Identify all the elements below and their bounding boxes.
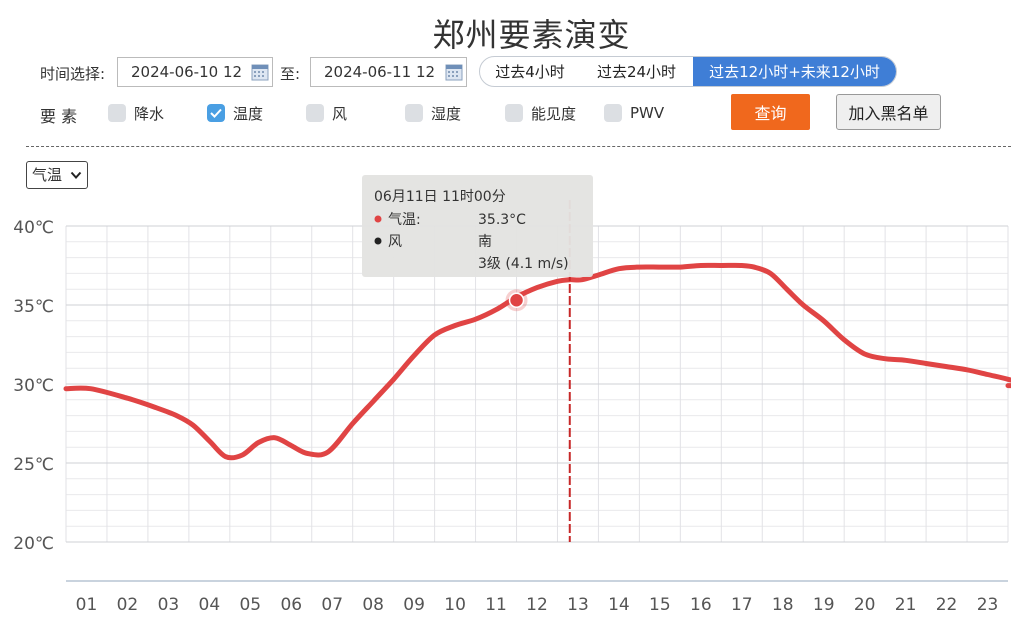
x-tick-label: 22 (936, 595, 958, 615)
element-checkbox-humidity[interactable]: 湿度 (405, 103, 461, 123)
tooltip-bullet-icon (374, 237, 382, 245)
element-checkbox-visibility[interactable]: 能见度 (505, 103, 576, 123)
y-tick-label: 30℃ (13, 376, 54, 396)
checkbox-label: 温度 (233, 104, 264, 123)
tooltip-bullet-icon (374, 215, 382, 223)
checkbox-box[interactable] (604, 104, 622, 122)
checkbox-box[interactable] (505, 104, 523, 122)
checkbox-box[interactable] (108, 104, 126, 122)
y-tick-label: 40℃ (13, 218, 54, 238)
x-tick-label: 16 (690, 595, 712, 615)
tooltip-row-value: 35.3°C (478, 212, 526, 228)
x-tick-label: 13 (567, 595, 589, 615)
y-tick-label: 35℃ (13, 297, 54, 317)
checkbox-label: 风 (332, 104, 348, 123)
checkbox-label: 降水 (134, 104, 165, 123)
calendar-icon[interactable] (251, 63, 269, 81)
x-tick-label: 20 (854, 595, 876, 615)
end-time-input[interactable]: 2024-06-11 12 (310, 57, 467, 87)
x-tick-label: 17 (731, 595, 753, 615)
element-checkbox-wind[interactable]: 风 (306, 103, 347, 123)
checkbox-box[interactable] (405, 104, 423, 122)
tooltip-row-label: 风 (388, 234, 402, 250)
element-checkbox-temperature[interactable]: 温度 (207, 103, 263, 123)
elements-label: 要 素 (40, 107, 78, 126)
checkbox-box[interactable] (207, 104, 225, 122)
x-tick-label: 02 (117, 595, 139, 615)
x-tick-label: 21 (895, 595, 917, 615)
add-to-blacklist-button[interactable]: 加入黑名单 (836, 94, 941, 130)
tooltip-box (362, 175, 593, 277)
x-tick-label: 23 (977, 595, 999, 615)
chart-element-select-value: 气温 (32, 166, 63, 184)
y-tick-label: 20℃ (13, 534, 54, 554)
query-button[interactable]: 查询 (731, 94, 810, 130)
x-tick-label: 11 (485, 595, 507, 615)
x-tick-label: 03 (158, 595, 180, 615)
x-tick-label: 04 (199, 595, 221, 615)
tooltip-wind-speed: 3级 (4.1 m/s) (478, 256, 569, 272)
x-tick-label: 19 (813, 595, 835, 615)
range-past-24h-button[interactable]: 过去24小时 (596, 63, 677, 81)
x-tick-label: 07 (321, 595, 343, 615)
x-tick-label: 05 (239, 595, 261, 615)
element-checkbox-precipitation[interactable]: 降水 (108, 103, 164, 123)
checkbox-label: 能见度 (531, 104, 577, 123)
x-tick-label: 08 (362, 595, 384, 615)
range-past12-future12-button[interactable]: 过去12小时+未来12小时 (693, 57, 896, 86)
chart-element-select[interactable]: 气温 (26, 161, 88, 189)
highlight-point (508, 292, 525, 309)
x-tick-label: 15 (649, 595, 671, 615)
page-title: 郑州要素演变 (432, 16, 631, 54)
checkbox-box[interactable] (306, 104, 324, 122)
end-time-value: 2024-06-11 12 (324, 63, 436, 81)
checkbox-label: 湿度 (431, 104, 462, 123)
range-past-4h-button[interactable]: 过去4小时 (495, 63, 565, 81)
to-label: 至: (280, 65, 301, 83)
x-tick-label: 10 (444, 595, 466, 615)
start-time-input[interactable]: 2024-06-10 12 (117, 57, 273, 87)
tooltip-row-value: 南 (478, 234, 492, 250)
x-tick-label: 06 (280, 595, 302, 615)
check-icon (210, 108, 222, 118)
tooltip-time: 06月11日 11时00分 (374, 189, 506, 205)
calendar-icon[interactable] (445, 63, 463, 81)
time-select-label: 时间选择: (40, 65, 106, 83)
x-tick-label: 12 (526, 595, 548, 615)
x-tick-label: 14 (608, 595, 630, 615)
y-tick-label: 25℃ (13, 455, 54, 475)
time-range-group: 过去4小时 过去24小时 过去12小时+未来12小时 (479, 56, 897, 87)
tooltip-row-label: 气温: (388, 212, 421, 228)
x-tick-label: 01 (76, 595, 98, 615)
x-tick-label: 09 (403, 595, 425, 615)
element-checkbox-pwv[interactable]: PWV (604, 103, 664, 123)
divider (26, 146, 1011, 147)
start-time-value: 2024-06-10 12 (131, 63, 243, 81)
checkbox-label: PWV (630, 104, 665, 122)
x-tick-label: 18 (772, 595, 794, 615)
chevron-down-icon (70, 171, 82, 179)
